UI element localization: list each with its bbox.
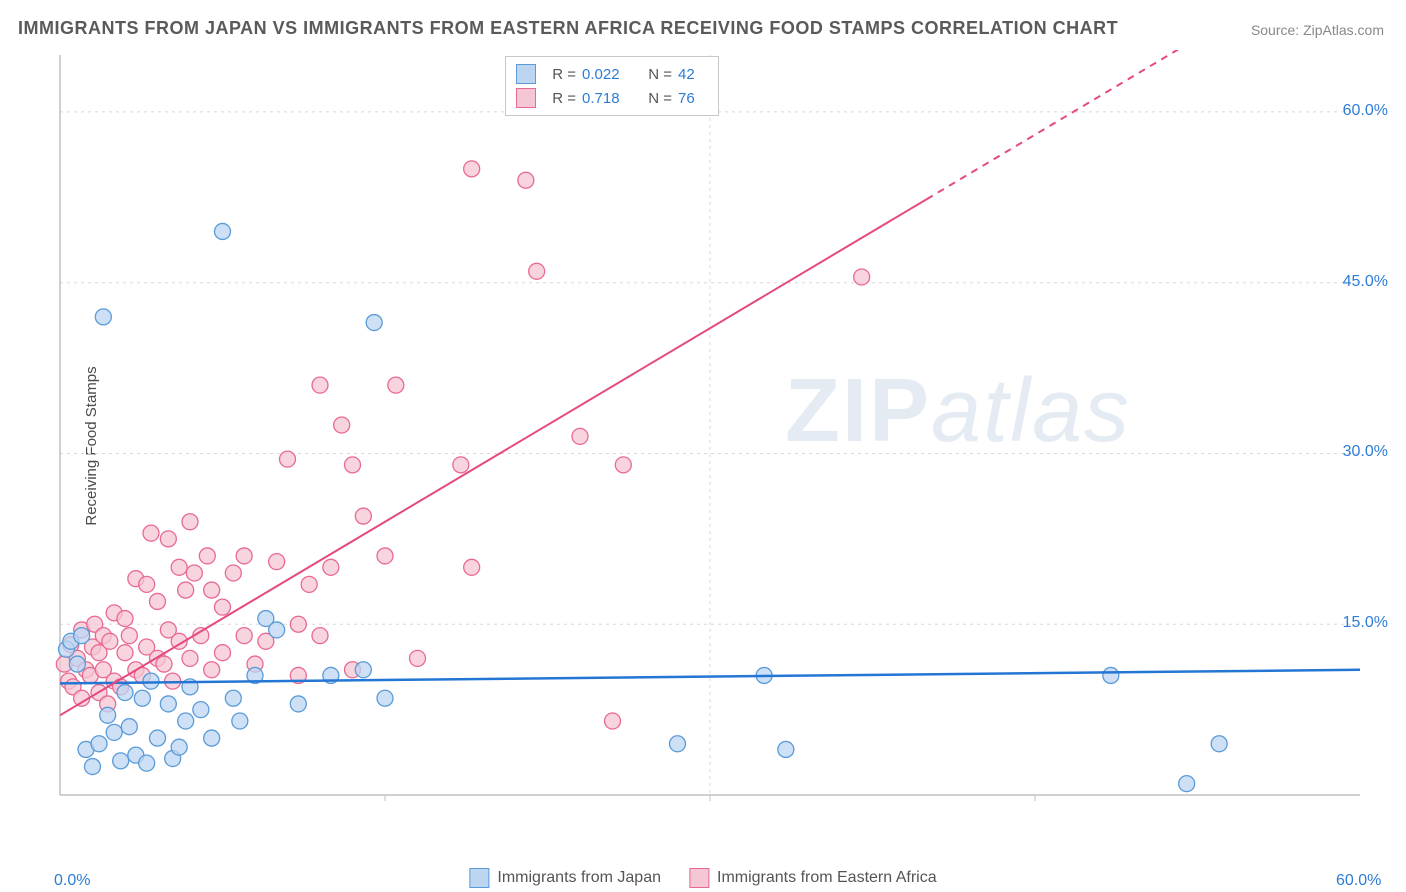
legend-stats-row: R =0.022N =42	[516, 62, 708, 86]
legend-swatch-japan	[469, 868, 489, 888]
y-tick-0: 15.0%	[1343, 614, 1388, 632]
scatter-svg	[55, 50, 1385, 830]
legend-swatch-eastern-africa	[689, 868, 709, 888]
plot-area: ZIPatlas R =0.022N =42R =0.718N =76	[55, 50, 1385, 830]
legend-stats-box: R =0.022N =42R =0.718N =76	[505, 56, 719, 116]
legend-label-eastern-africa: Immigrants from Eastern Africa	[717, 869, 937, 887]
legend-bottom: Immigrants from Japan Immigrants from Ea…	[469, 868, 936, 888]
legend-item-eastern-africa: Immigrants from Eastern Africa	[689, 868, 937, 888]
y-tick-1: 30.0%	[1343, 443, 1388, 461]
x-tick-0: 0.0%	[54, 872, 90, 890]
chart-title: IMMIGRANTS FROM JAPAN VS IMMIGRANTS FROM…	[18, 18, 1118, 39]
source-credit: Source: ZipAtlas.com	[1251, 22, 1384, 38]
x-tick-1: 60.0%	[1336, 872, 1381, 890]
legend-stats-row: R =0.718N =76	[516, 86, 708, 110]
legend-label-japan: Immigrants from Japan	[497, 869, 661, 887]
legend-item-japan: Immigrants from Japan	[469, 868, 661, 888]
y-tick-2: 45.0%	[1343, 273, 1388, 291]
y-tick-3: 60.0%	[1343, 102, 1388, 120]
